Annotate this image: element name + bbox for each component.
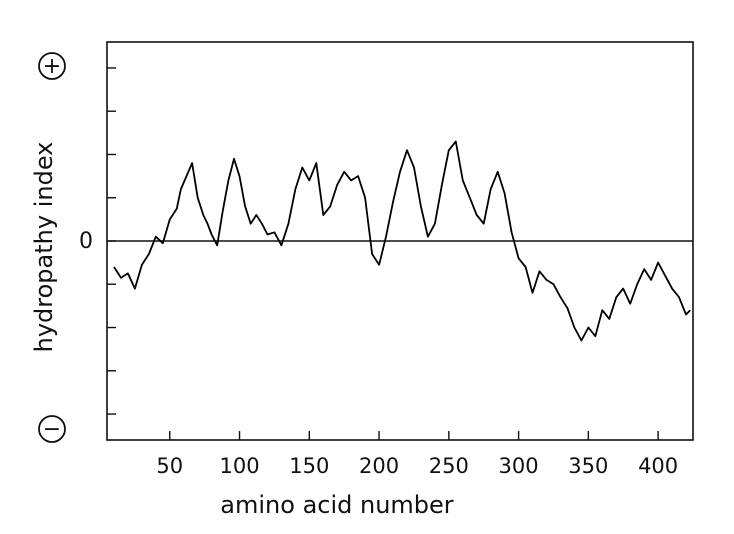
- x-axis-ticks: [169, 431, 659, 440]
- x-axis-tick-labels: 50 100 150 200 250 300 350 400: [156, 454, 678, 478]
- x-tick-label: 150: [289, 454, 329, 478]
- y-axis-ticks: [107, 67, 116, 415]
- x-axis-title: amino acid number: [220, 491, 454, 519]
- positive-sign-icon: +: [38, 52, 66, 80]
- y-axis-title: hydropathy index: [30, 142, 58, 353]
- hydropathy-series-line: [113, 140, 691, 342]
- x-tick-label: 200: [359, 454, 399, 478]
- negative-sign-label: −: [43, 417, 61, 442]
- x-tick-label: 400: [638, 454, 678, 478]
- x-tick-label: 50: [156, 454, 183, 478]
- y-zero-label: 0: [79, 229, 93, 254]
- x-tick-label: 250: [429, 454, 469, 478]
- positive-sign-label: +: [43, 54, 61, 79]
- x-tick-label: 350: [568, 454, 608, 478]
- x-tick-label: 300: [499, 454, 539, 478]
- x-tick-label: 100: [220, 454, 260, 478]
- negative-sign-icon: −: [38, 415, 66, 443]
